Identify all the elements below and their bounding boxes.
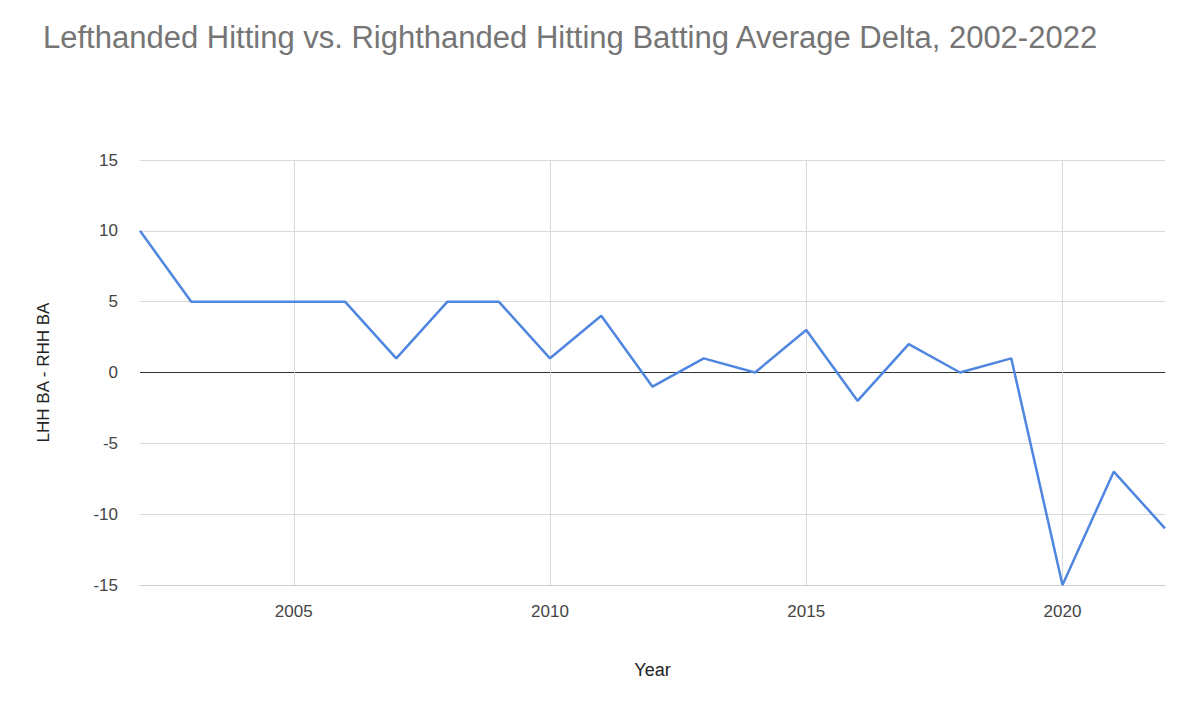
svg-text:15: 15 bbox=[99, 151, 118, 170]
svg-text:LHH BA - RHH BA: LHH BA - RHH BA bbox=[34, 302, 53, 442]
svg-text:Year: Year bbox=[634, 660, 670, 680]
svg-text:10: 10 bbox=[99, 221, 118, 240]
svg-text:Lefthanded Hitting vs. Rightha: Lefthanded Hitting vs. Righthanded Hitti… bbox=[43, 20, 1097, 55]
svg-text:2005: 2005 bbox=[275, 602, 313, 621]
svg-text:-15: -15 bbox=[93, 576, 118, 595]
svg-text:2020: 2020 bbox=[1044, 602, 1082, 621]
svg-text:5: 5 bbox=[109, 292, 118, 311]
svg-text:-5: -5 bbox=[103, 434, 118, 453]
svg-text:2010: 2010 bbox=[531, 602, 569, 621]
svg-text:2015: 2015 bbox=[787, 602, 825, 621]
svg-text:-10: -10 bbox=[93, 505, 118, 524]
svg-text:0: 0 bbox=[109, 363, 118, 382]
